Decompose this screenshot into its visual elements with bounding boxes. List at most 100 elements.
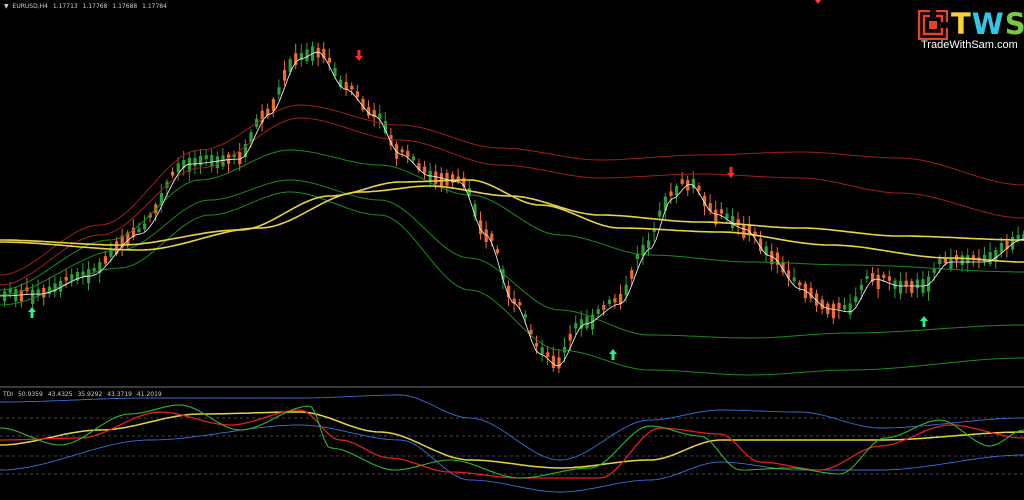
candle-body <box>859 284 863 291</box>
candle-body <box>383 121 387 134</box>
candle-body <box>546 352 550 357</box>
candle-body <box>199 156 203 166</box>
candle-body <box>260 110 264 123</box>
candle-body <box>551 355 555 369</box>
candle-body <box>507 285 511 298</box>
tws-letter-w: W <box>971 7 1005 41</box>
candle-body <box>680 179 684 184</box>
candle-body <box>378 113 382 119</box>
candle-body <box>529 329 533 335</box>
candle-body <box>540 347 544 355</box>
candle-body <box>81 271 85 276</box>
candle-body <box>579 319 583 329</box>
candle-body <box>999 243 1003 253</box>
candle-body <box>232 153 236 158</box>
candle-body <box>215 156 219 169</box>
candle-body <box>126 232 130 246</box>
tws-letter-s: S <box>1004 7 1024 41</box>
tdi-market-base-line <box>0 411 1024 469</box>
candle-body <box>31 289 35 304</box>
up-arrow-icon <box>28 307 36 318</box>
candle-body <box>624 284 628 296</box>
candle-body <box>893 280 897 289</box>
candle-body <box>288 59 292 72</box>
candle-body <box>305 49 309 62</box>
tdi-indicator-panel[interactable] <box>0 388 1024 500</box>
candle-body <box>120 235 124 248</box>
candle-body <box>787 270 791 279</box>
quote-open: 1.17713 <box>52 3 78 10</box>
candle-body <box>103 256 107 264</box>
quote-high: 1.17768 <box>82 3 108 10</box>
candle-body <box>675 185 679 196</box>
candle-body <box>467 187 471 197</box>
candle-body <box>70 274 74 282</box>
upper-red-band-2 <box>0 117 1024 286</box>
tws-letter-t: T <box>951 7 972 41</box>
candle-body <box>831 303 835 319</box>
candle-body <box>652 229 656 233</box>
candle-body <box>865 276 869 280</box>
candle-body <box>227 154 231 164</box>
candle-body <box>596 309 600 314</box>
candle-body <box>882 274 886 278</box>
candle-body <box>708 203 712 211</box>
candle-body <box>484 229 488 242</box>
tdi-name: TDI <box>3 391 14 398</box>
upper-red-band-1 <box>0 104 1024 276</box>
candle-body <box>277 87 281 95</box>
green-band-lower <box>0 179 1024 339</box>
candle-body <box>792 277 796 281</box>
candle-body <box>283 70 287 81</box>
header-dropdown-icon[interactable]: ▼ <box>4 3 9 10</box>
candle-body <box>820 299 824 310</box>
candle-body <box>322 48 326 59</box>
chart-header: ▼ EURUSD,H4 1.17713 1.17768 1.17688 1.17… <box>4 3 167 10</box>
candle-body <box>115 241 119 254</box>
tdi-volatility-band-upper <box>0 394 1024 461</box>
candle-body <box>635 253 639 259</box>
candle-body <box>462 177 466 187</box>
candle-body <box>344 82 348 90</box>
candle-body <box>747 224 751 235</box>
candle-body <box>910 280 914 293</box>
candle-body <box>669 191 673 196</box>
candle-body <box>798 282 802 286</box>
candle-body <box>159 193 163 206</box>
panel-divider[interactable] <box>0 386 1024 388</box>
candle-body <box>327 57 331 63</box>
tdi-value-3: 35.9292 <box>77 391 103 398</box>
candle-body <box>495 249 499 254</box>
tdi-value-4: 43.3719 <box>107 391 132 398</box>
down-arrow-icon <box>727 167 735 178</box>
candle-body <box>355 91 359 98</box>
candle-body <box>557 357 561 369</box>
candle-body <box>815 293 819 306</box>
candle-body <box>193 158 197 167</box>
candle-body <box>736 219 740 226</box>
candle-body <box>42 287 46 298</box>
candle-body <box>423 166 427 174</box>
candle-body <box>915 279 919 289</box>
candle-body <box>613 298 617 303</box>
candle-body <box>131 227 135 238</box>
candle-body <box>932 268 936 273</box>
candle-body <box>389 135 393 146</box>
candle-body <box>36 289 40 296</box>
candle-body <box>703 195 707 206</box>
candle-body <box>535 343 539 347</box>
candle-body <box>406 150 410 158</box>
tws-logo: TWS TradeWithSam.com <box>918 7 1024 52</box>
candle-body <box>53 283 57 293</box>
price-chart-panel[interactable] <box>0 0 1024 386</box>
price-ma-line <box>0 51 1024 367</box>
candle-body <box>98 261 102 274</box>
chart-shift-marker-icon[interactable] <box>815 0 821 4</box>
candle-body <box>641 244 645 256</box>
candle-body <box>187 157 191 172</box>
candle-body <box>1011 236 1015 250</box>
candle-body <box>943 257 947 264</box>
up-arrow-icon <box>609 349 617 360</box>
candle-body <box>417 163 421 171</box>
green-band-inner <box>0 149 1024 291</box>
